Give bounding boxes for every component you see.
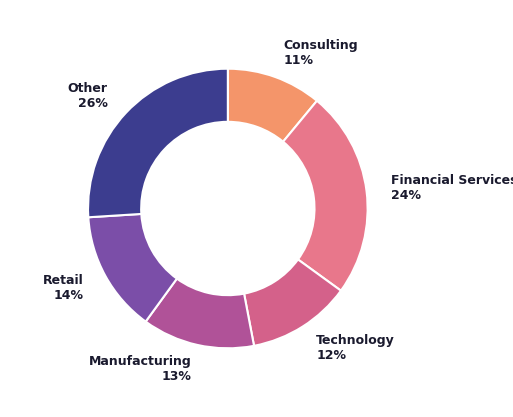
Text: Financial Services
24%: Financial Services 24% [391,174,513,202]
Wedge shape [146,279,254,348]
Wedge shape [244,259,341,346]
Text: Technology
12%: Technology 12% [316,334,395,362]
Wedge shape [283,101,368,291]
Text: Manufacturing
13%: Manufacturing 13% [89,355,192,384]
Text: Other
26%: Other 26% [68,82,108,110]
Text: Consulting
11%: Consulting 11% [284,39,359,67]
Wedge shape [228,69,317,142]
Text: Retail
14%: Retail 14% [43,274,83,302]
Wedge shape [88,69,228,217]
Wedge shape [88,214,177,322]
